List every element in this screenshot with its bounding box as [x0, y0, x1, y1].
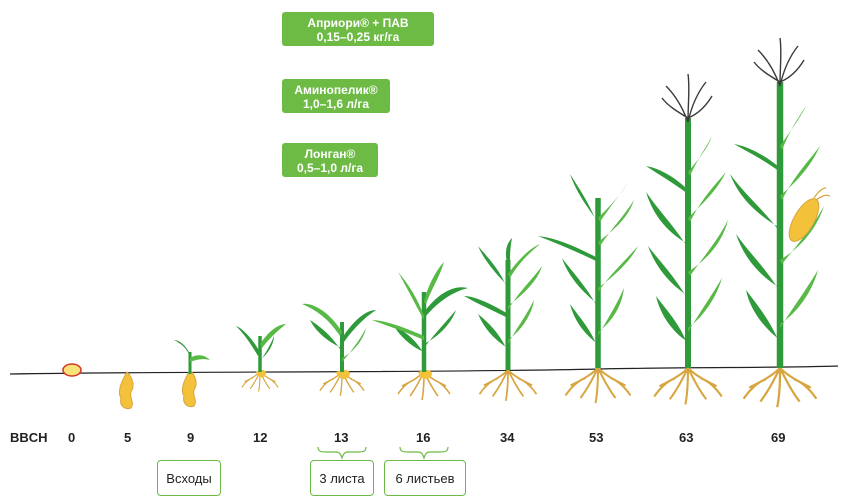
phase-box-emergence: Всходы — [157, 460, 221, 496]
plant-stage-13 — [302, 303, 376, 397]
plant-stage-53 — [538, 174, 638, 404]
corn-cob-icon — [788, 198, 820, 242]
stage-label-9: 9 — [187, 430, 195, 445]
treatment-rate: 0,15–0,25 кг/га — [316, 30, 400, 44]
plant-stage-5 — [118, 371, 134, 409]
treatment-name: Аминопелик® — [294, 83, 378, 97]
plant-stage-16 — [372, 262, 468, 401]
stage-label-34: 34 — [500, 430, 515, 445]
stage-label-16: 16 — [416, 430, 431, 445]
ground-line — [9, 365, 839, 375]
stage-label-5: 5 — [124, 430, 132, 445]
plant-stage-63 — [646, 73, 728, 406]
stage-label-69: 69 — [771, 430, 786, 445]
phase-box-3-leaves: 3 листа — [310, 460, 374, 496]
plant-stage-69 — [730, 37, 831, 409]
stage-label-0: 0 — [68, 430, 76, 445]
stage-label-13: 13 — [334, 430, 349, 445]
treatment-badge-longan: Лонган® 0,5–1,0 л/га — [282, 143, 378, 177]
treatment-badge-apriori: Априори® + ПАВ 0,15–0,25 кг/га — [282, 12, 434, 46]
bracket-13 — [317, 446, 367, 460]
treatment-rate: 0,5–1,0 л/га — [297, 161, 363, 175]
bbch-scale-label: BBCH — [10, 430, 48, 445]
treatment-rate: 1,0–1,6 л/га — [303, 97, 369, 111]
treatment-name: Лонган® — [304, 147, 356, 161]
bracket-16 — [399, 446, 449, 460]
treatment-badge-aminopelik: Аминопелик® 1,0–1,6 л/га — [282, 79, 390, 113]
stage-label-53: 53 — [589, 430, 604, 445]
treatment-name: Априори® + ПАВ — [307, 16, 409, 30]
plant-stage-9 — [174, 340, 210, 407]
seed-icon — [62, 363, 82, 377]
stage-label-12: 12 — [253, 430, 268, 445]
plant-stage-34 — [464, 238, 542, 402]
phase-box-6-leaves: 6 листьев — [384, 460, 466, 496]
stage-label-63: 63 — [679, 430, 694, 445]
plant-stage-12 — [236, 324, 286, 393]
